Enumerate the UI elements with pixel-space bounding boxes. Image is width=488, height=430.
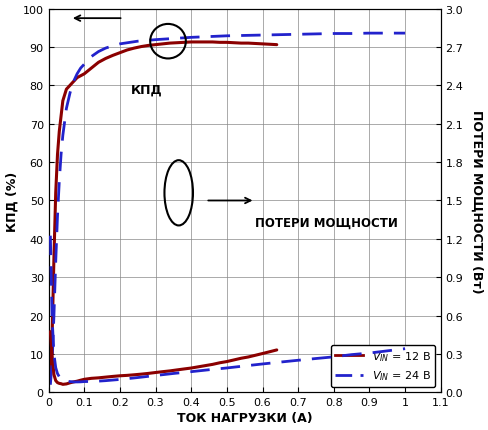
Legend: $V_{IN}$ = 12 В, $V_{IN}$ = 24 В: $V_{IN}$ = 12 В, $V_{IN}$ = 24 В (330, 345, 434, 387)
Y-axis label: КПД (%): КПД (%) (5, 171, 19, 231)
Text: ПОТЕРИ МОЩНОСТИ: ПОТЕРИ МОЩНОСТИ (255, 216, 397, 229)
X-axis label: ТОК НАГРУЗКИ (А): ТОК НАГРУЗКИ (А) (177, 412, 312, 424)
Y-axis label: ПОТЕРИ МОЩНОСТИ (Вт): ПОТЕРИ МОЩНОСТИ (Вт) (469, 109, 483, 293)
Text: КПД: КПД (131, 83, 162, 96)
